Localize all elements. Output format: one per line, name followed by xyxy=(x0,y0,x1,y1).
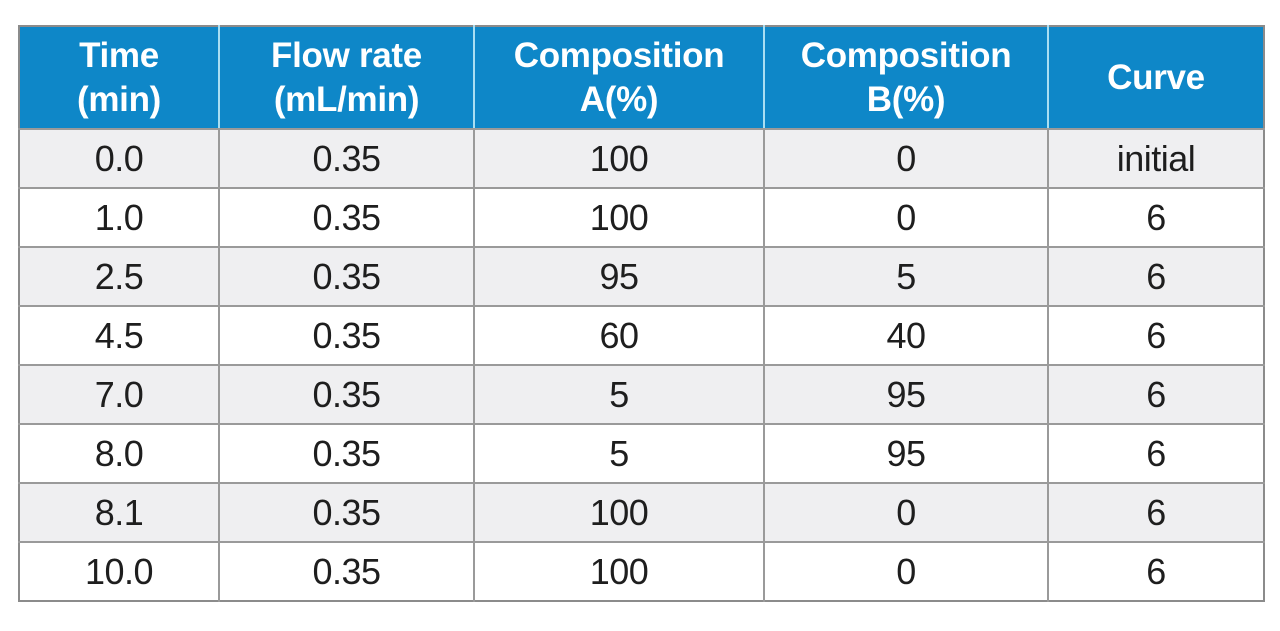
table-cell: 7.0 xyxy=(19,364,219,424)
table-row: 4.5 0.35 60 40 6 xyxy=(19,305,1264,365)
table-row: 7.0 0.35 5 95 6 xyxy=(19,364,1264,424)
table-cell: 0.35 xyxy=(218,423,474,483)
table-cell: 6 xyxy=(1047,423,1264,483)
table-cell: 0.35 xyxy=(218,541,474,601)
table-row: 0.0 0.35 100 0 initial xyxy=(19,128,1264,188)
table-cell: 6 xyxy=(1047,541,1264,601)
table-cell: 0.0 xyxy=(19,128,219,188)
table-cell: 5 xyxy=(473,423,764,483)
gradient-table-figure: Time (min) Flow rate (mL/min) Compositio… xyxy=(18,25,1265,602)
table-body: 0.0 0.35 100 0 initial 1.0 0.35 100 0 6 2.5 0.35 95 5… xyxy=(19,128,1264,601)
table-cell: 0.35 xyxy=(218,128,474,188)
table-cell: 0.35 xyxy=(218,246,474,306)
column-header-composition-a-line1: Composition xyxy=(513,35,725,75)
table-row: 2.5 0.35 95 5 6 xyxy=(19,246,1264,306)
table-cell: 6 xyxy=(1047,246,1264,306)
table-cell: 6 xyxy=(1047,364,1264,424)
table-cell: 4.5 xyxy=(19,305,219,365)
table-row: 1.0 0.35 100 0 6 xyxy=(19,187,1264,247)
table-cell: 0 xyxy=(763,187,1048,247)
column-header-composition-b-line2: B(%) xyxy=(866,79,946,119)
table-cell: 100 xyxy=(473,541,764,601)
table-cell: 100 xyxy=(473,187,764,247)
table-cell: 5 xyxy=(763,246,1048,306)
gradient-table: Time (min) Flow rate (mL/min) Compositio… xyxy=(18,25,1265,602)
table-cell: 0 xyxy=(763,482,1048,542)
column-header-curve: Curve xyxy=(1047,26,1264,130)
table-cell: 60 xyxy=(473,305,764,365)
table-cell: 100 xyxy=(473,128,764,188)
table-cell: 1.0 xyxy=(19,187,219,247)
table-cell: 40 xyxy=(763,305,1048,365)
column-header-curve-line1: Curve xyxy=(1107,57,1205,97)
column-header-flow-rate-line1: Flow rate xyxy=(271,35,422,75)
column-header-flow-rate-line2: (mL/min) xyxy=(273,79,420,119)
table-cell: 0 xyxy=(763,128,1048,188)
column-header-time-line1: Time xyxy=(79,35,159,75)
table-cell: 0.35 xyxy=(218,364,474,424)
column-header-time: Time (min) xyxy=(19,26,219,130)
column-header-composition-b: Composition B(%) xyxy=(763,26,1048,130)
table-cell: 6 xyxy=(1047,482,1264,542)
column-header-composition-b-line1: Composition xyxy=(800,35,1012,75)
column-header-time-line2: (min) xyxy=(76,79,162,119)
table-cell: 0.35 xyxy=(218,305,474,365)
table-row: 8.1 0.35 100 0 6 xyxy=(19,482,1264,542)
table-cell: 0 xyxy=(763,541,1048,601)
table-cell: 95 xyxy=(763,423,1048,483)
table-cell: 100 xyxy=(473,482,764,542)
table-cell: 0.35 xyxy=(218,482,474,542)
table-header: Time (min) Flow rate (mL/min) Compositio… xyxy=(19,26,1264,130)
table-cell: 8.1 xyxy=(19,482,219,542)
table-cell: initial xyxy=(1047,128,1264,188)
table-cell: 10.0 xyxy=(19,541,219,601)
column-header-composition-a-line2: A(%) xyxy=(579,79,659,119)
table-cell: 5 xyxy=(473,364,764,424)
table-row: 8.0 0.35 5 95 6 xyxy=(19,423,1264,483)
table-cell: 6 xyxy=(1047,305,1264,365)
table-cell: 6 xyxy=(1047,187,1264,247)
table-cell: 95 xyxy=(473,246,764,306)
table-cell: 2.5 xyxy=(19,246,219,306)
table-cell: 8.0 xyxy=(19,423,219,483)
header-row: Time (min) Flow rate (mL/min) Compositio… xyxy=(19,26,1264,130)
table-cell: 95 xyxy=(763,364,1048,424)
column-header-flow-rate: Flow rate (mL/min) xyxy=(218,26,474,130)
column-header-composition-a: Composition A(%) xyxy=(473,26,764,130)
table-cell: 0.35 xyxy=(218,187,474,247)
table-row: 10.0 0.35 100 0 6 xyxy=(19,541,1264,601)
